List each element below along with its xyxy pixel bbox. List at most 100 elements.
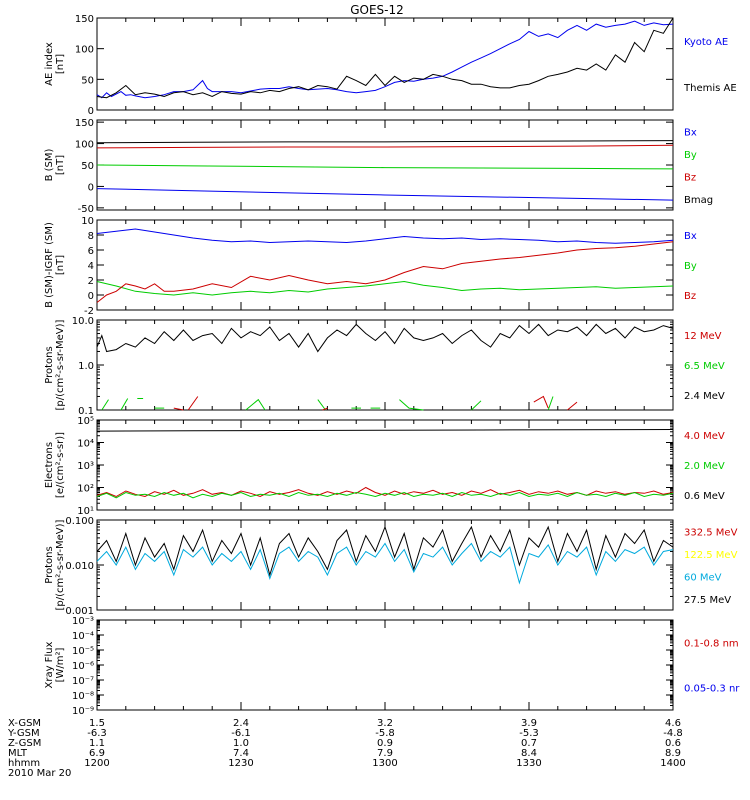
series-line-ae-themis-ae — [96, 17, 674, 99]
y-tick-label-b: 100 — [75, 140, 94, 151]
x-axis-tick-value: 4.6 — [665, 718, 681, 729]
y-axis-label-bigrf: [nT] — [55, 255, 66, 275]
x-axis-tick-value: 0.6 — [665, 738, 681, 749]
legend-label-protons1: 2.4 MeV — [684, 391, 725, 402]
panel-frame-electrons — [96, 419, 674, 511]
series-line-protons1-6-5-mev — [399, 399, 424, 411]
x-axis-tick-value: 1.1 — [89, 738, 105, 749]
series-line-electrons-2-0-mev — [96, 491, 674, 499]
y-tick-label-protons2: 0.001 — [65, 606, 94, 617]
y-tick-label-protons1: 1.0 — [78, 361, 94, 372]
x-axis-tick-value: 8.9 — [665, 748, 681, 759]
y-tick-label-protons1: 0.1 — [78, 406, 94, 417]
series-line-bigrf-by — [96, 280, 674, 296]
y-tick-label-xray: 10⁻⁷ — [72, 676, 94, 687]
legend-label-b: Bmag — [684, 195, 713, 206]
x-axis-tick-value: 2.4 — [233, 718, 249, 729]
series-line-protons1-6-5-mev — [471, 400, 482, 411]
y-tick-label-electrons: 10² — [77, 484, 94, 495]
y-axis-label-protons1: [p/(cm²-s-sr-MeV)] — [55, 319, 66, 410]
legend-label-b: By — [684, 150, 697, 161]
y-tick-label-b: 50 — [81, 161, 94, 172]
x-axis-tick-value: -6.3 — [87, 728, 107, 739]
legend-label-b: Bz — [684, 172, 696, 183]
legend-label-protons1: 6.5 MeV — [684, 361, 725, 372]
y-tick-label-xray: 10⁻³ — [72, 616, 94, 627]
series-line-protons1-6-5-mev — [547, 396, 554, 411]
y-tick-label-protons1: 10.0 — [72, 316, 94, 327]
y-axis-label-protons2: [p/(cm²-s-sr-MeV)] — [55, 519, 66, 610]
x-axis-tick-value: 0.9 — [377, 738, 393, 749]
y-tick-label-bigrf: 2 — [88, 276, 94, 287]
y-tick-label-electrons: 10¹ — [77, 506, 94, 517]
x-axis-tick-value: -5.8 — [375, 728, 395, 739]
series-line-b-bz — [96, 144, 674, 149]
legend-label-ae: Kyoto AE — [684, 37, 728, 48]
series-line-protons1-12-mev — [322, 407, 328, 411]
series-line-b-by — [96, 164, 674, 170]
y-tick-label-bigrf: 8 — [88, 231, 94, 242]
y-tick-label-ae: 100 — [75, 45, 94, 56]
chart-title: GOES-12 — [350, 3, 404, 17]
panel-frame-protons1 — [96, 319, 674, 411]
series-line-ae-kyoto-ae — [96, 20, 674, 99]
legend-label-b: Bx — [684, 127, 697, 138]
x-axis-tick-value: 1300 — [372, 758, 397, 769]
y-tick-label-ae: 50 — [81, 75, 94, 86]
x-axis-tick-value: 1230 — [228, 758, 253, 769]
series-line-b-bx — [96, 188, 674, 201]
y-axis-label-electrons: [e/(cm²-s-sr)] — [55, 432, 66, 498]
y-axis-label-b: B (SM) — [44, 148, 55, 181]
series-line-electrons-0-6-mev — [96, 429, 674, 432]
y-tick-label-bigrf: -2 — [84, 306, 94, 317]
legend-label-bigrf: Bz — [684, 291, 696, 302]
legend-label-electrons: 2.0 MeV — [684, 461, 725, 472]
x-axis-date: 2010 Mar 20 — [8, 768, 71, 779]
y-axis-label-xray: Xray Flux — [44, 641, 55, 688]
legend-label-electrons: 0.6 MeV — [684, 491, 725, 502]
legend-label-bigrf: Bx — [684, 231, 697, 242]
y-tick-label-b: 0 — [88, 182, 94, 193]
y-tick-label-b: 150 — [75, 118, 94, 129]
y-tick-label-protons2: 0.010 — [65, 561, 94, 572]
legend-label-protons2: 122.5 MeV — [684, 550, 738, 561]
legend-label-protons1: 12 MeV — [684, 331, 722, 342]
x-axis-tick-value: -6.1 — [231, 728, 251, 739]
y-tick-label-bigrf: 6 — [88, 246, 94, 257]
series-line-protons1-12-mev — [173, 407, 184, 411]
x-axis-row-label: MLT — [8, 748, 28, 759]
y-axis-label-b: [nT] — [55, 155, 66, 175]
x-axis-tick-value: 7.9 — [377, 748, 393, 759]
y-tick-label-electrons: 10³ — [77, 461, 94, 472]
legend-label-protons2: 27.5 MeV — [684, 595, 731, 606]
x-axis-tick-value: 1330 — [516, 758, 541, 769]
y-axis-label-ae: [nT] — [55, 54, 66, 74]
legend-label-protons2: 60 MeV — [684, 572, 722, 583]
x-axis-tick-value: 7.4 — [233, 748, 249, 759]
y-tick-label-electrons: 10⁵ — [77, 416, 94, 427]
series-line-protons1-12-mev — [567, 401, 578, 411]
y-tick-label-xray: 10⁻⁴ — [72, 631, 94, 642]
series-line-protons1-6-5-mev — [101, 399, 109, 411]
series-line-protons1-6-5-mev — [317, 399, 326, 411]
y-axis-label-xray: [W/m²] — [55, 647, 66, 682]
series-line-protons1-12-mev — [187, 396, 199, 411]
legend-label-bigrf: By — [684, 261, 697, 272]
x-axis-tick-value: 1400 — [660, 758, 685, 769]
y-axis-label-bigrf: B (SM)-IGRF (SM) — [44, 222, 55, 308]
panel-frame-b — [96, 119, 674, 211]
legend-label-xray: 0.1-0.8 nm — [684, 639, 739, 650]
x-axis-tick-value: 6.9 — [89, 748, 105, 759]
x-axis-tick-value: -5.3 — [519, 728, 539, 739]
series-line-bigrf-bz — [96, 241, 674, 303]
legend-label-ae: Themis AE — [683, 83, 737, 94]
x-axis-row-label: Z-GSM — [8, 738, 41, 749]
x-axis-tick-value: 1.5 — [89, 718, 105, 729]
x-axis-tick-value: 0.7 — [521, 738, 537, 749]
series-line-protons1-12-mev — [533, 395, 549, 409]
y-axis-label-protons2: Protons — [44, 546, 55, 583]
panel-frame-ae — [96, 17, 674, 111]
y-axis-label-protons1: Protons — [44, 346, 55, 383]
y-tick-label-bigrf: 10 — [81, 216, 94, 227]
